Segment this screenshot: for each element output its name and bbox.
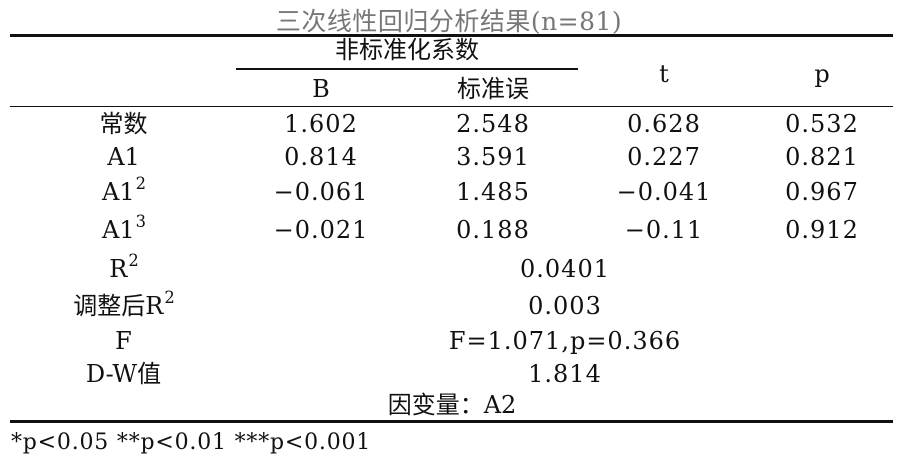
header-group-unstandardized: 非标准化系数 <box>335 36 479 64</box>
cell-b: 1.602 <box>284 110 358 138</box>
summary-label: R2 <box>109 251 139 283</box>
dependent-variable-note: 因变量：A2 <box>387 391 517 419</box>
summary-label: F <box>115 327 132 355</box>
header-rule <box>10 106 893 107</box>
header-col-b: B <box>312 75 330 103</box>
summary-label: 调整后R2 <box>73 288 175 320</box>
header-group-underline <box>236 68 578 70</box>
cell-b: 0.814 <box>284 143 358 171</box>
header-col-se: 标准误 <box>457 75 529 103</box>
row-label: 常数 <box>99 110 148 138</box>
cell-b: −0.021 <box>273 216 369 244</box>
row-label: A12 <box>102 174 146 206</box>
cell-b: −0.061 <box>273 178 369 206</box>
cell-t: −0.041 <box>616 178 712 206</box>
row-label: A13 <box>102 212 146 244</box>
summary-value: 0.003 <box>528 292 602 320</box>
summary-label: D-W值 <box>85 360 162 388</box>
cell-p: 0.532 <box>785 110 859 138</box>
cell-p: 0.967 <box>785 178 859 206</box>
summary-value: 1.814 <box>528 360 602 388</box>
header-col-p: p <box>814 60 830 88</box>
cell-se: 2.548 <box>456 110 530 138</box>
cell-p: 0.821 <box>785 143 859 171</box>
significance-footnote: *p<0.05 **p<0.01 ***p<0.001 <box>11 430 372 455</box>
summary-value: 0.0401 <box>520 255 610 283</box>
top-rule <box>10 34 893 37</box>
cell-t: 0.628 <box>627 110 701 138</box>
cell-t: 0.227 <box>627 143 701 171</box>
summary-value: F=1.071,p=0.366 <box>448 327 682 355</box>
cell-p: 0.912 <box>785 216 859 244</box>
cell-se: 3.591 <box>456 143 530 171</box>
cell-t: −0.11 <box>624 216 704 244</box>
table-title: 三次线性回归分析结果(n=81) <box>275 7 623 36</box>
cell-se: 1.485 <box>456 178 530 206</box>
header-col-t: t <box>659 60 669 88</box>
row-label: A1 <box>107 143 140 171</box>
bottom-rule <box>10 420 893 423</box>
cell-se: 0.188 <box>456 216 530 244</box>
